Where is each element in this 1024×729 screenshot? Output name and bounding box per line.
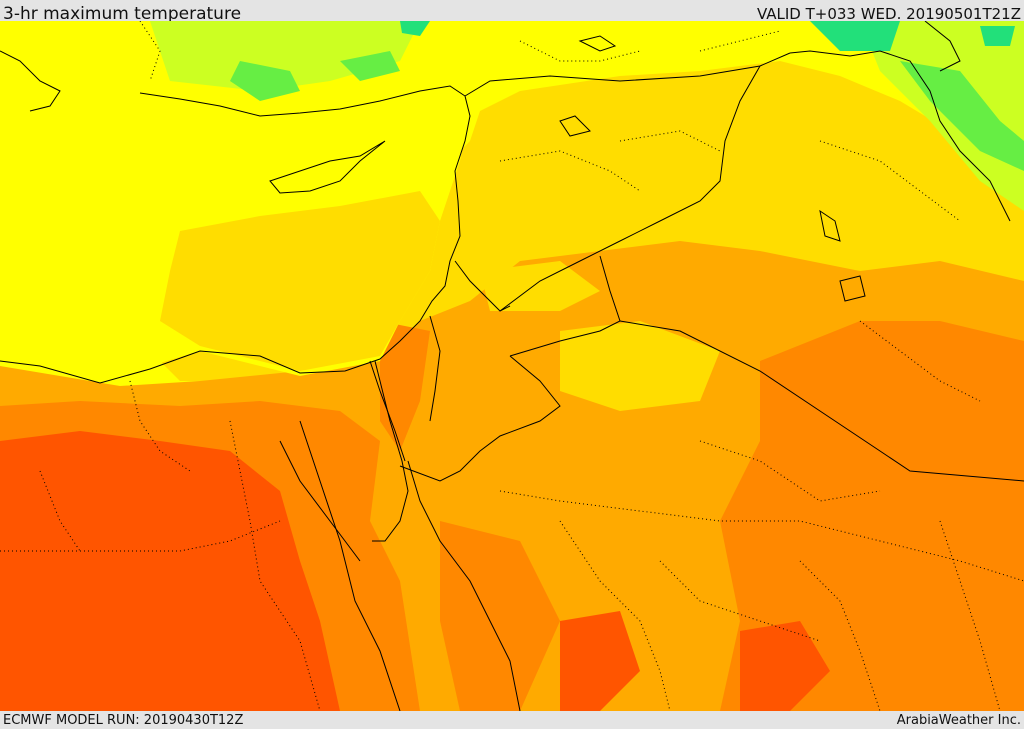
mediterranean-gold-band: [160, 191, 440, 371]
temp-zone-green-dark-2: [980, 26, 1015, 46]
temp-zone-red-orange-3: [740, 621, 830, 711]
footer-bar: ECMWF MODEL RUN: 20190430T12Z ArabiaWeat…: [0, 711, 1024, 729]
temp-zone-orange-sinai: [380, 321, 430, 451]
credit-label: ArabiaWeather Inc.: [896, 713, 1021, 728]
temperature-map[interactable]: [0, 21, 1024, 711]
header-bar: 3-hr maximum temperature VALID T+033 WED…: [0, 0, 1024, 24]
temp-zone-orange-east: [720, 321, 1024, 711]
temp-zone-green: [230, 61, 300, 101]
temp-zone-green-dark: [810, 21, 900, 51]
temp-zone-red-orange: [0, 431, 340, 711]
valid-time-label: VALID T+033 WED. 20190501T21Z: [756, 5, 1021, 23]
temp-zone-green-2: [340, 51, 400, 81]
temp-zone-red-orange-2: [560, 611, 640, 711]
temp-zone-gold-4: [480, 261, 600, 311]
map-canvas: [0, 21, 1024, 711]
temp-zone-green-3: [900, 61, 1024, 171]
coastlines: [0, 21, 961, 711]
temp-zone-green-dark-3: [400, 21, 430, 36]
temp-zone-gold-2: [560, 321, 720, 411]
temp-zone-orange-mid: [440, 521, 560, 711]
map-title: 3-hr maximum temperature: [3, 4, 242, 24]
model-run-label: ECMWF MODEL RUN: 20190430T12Z: [3, 713, 244, 728]
temp-zone-yellow-green-2: [860, 21, 1024, 211]
province-borders: [0, 21, 1024, 711]
country-borders: [369, 50, 1024, 482]
